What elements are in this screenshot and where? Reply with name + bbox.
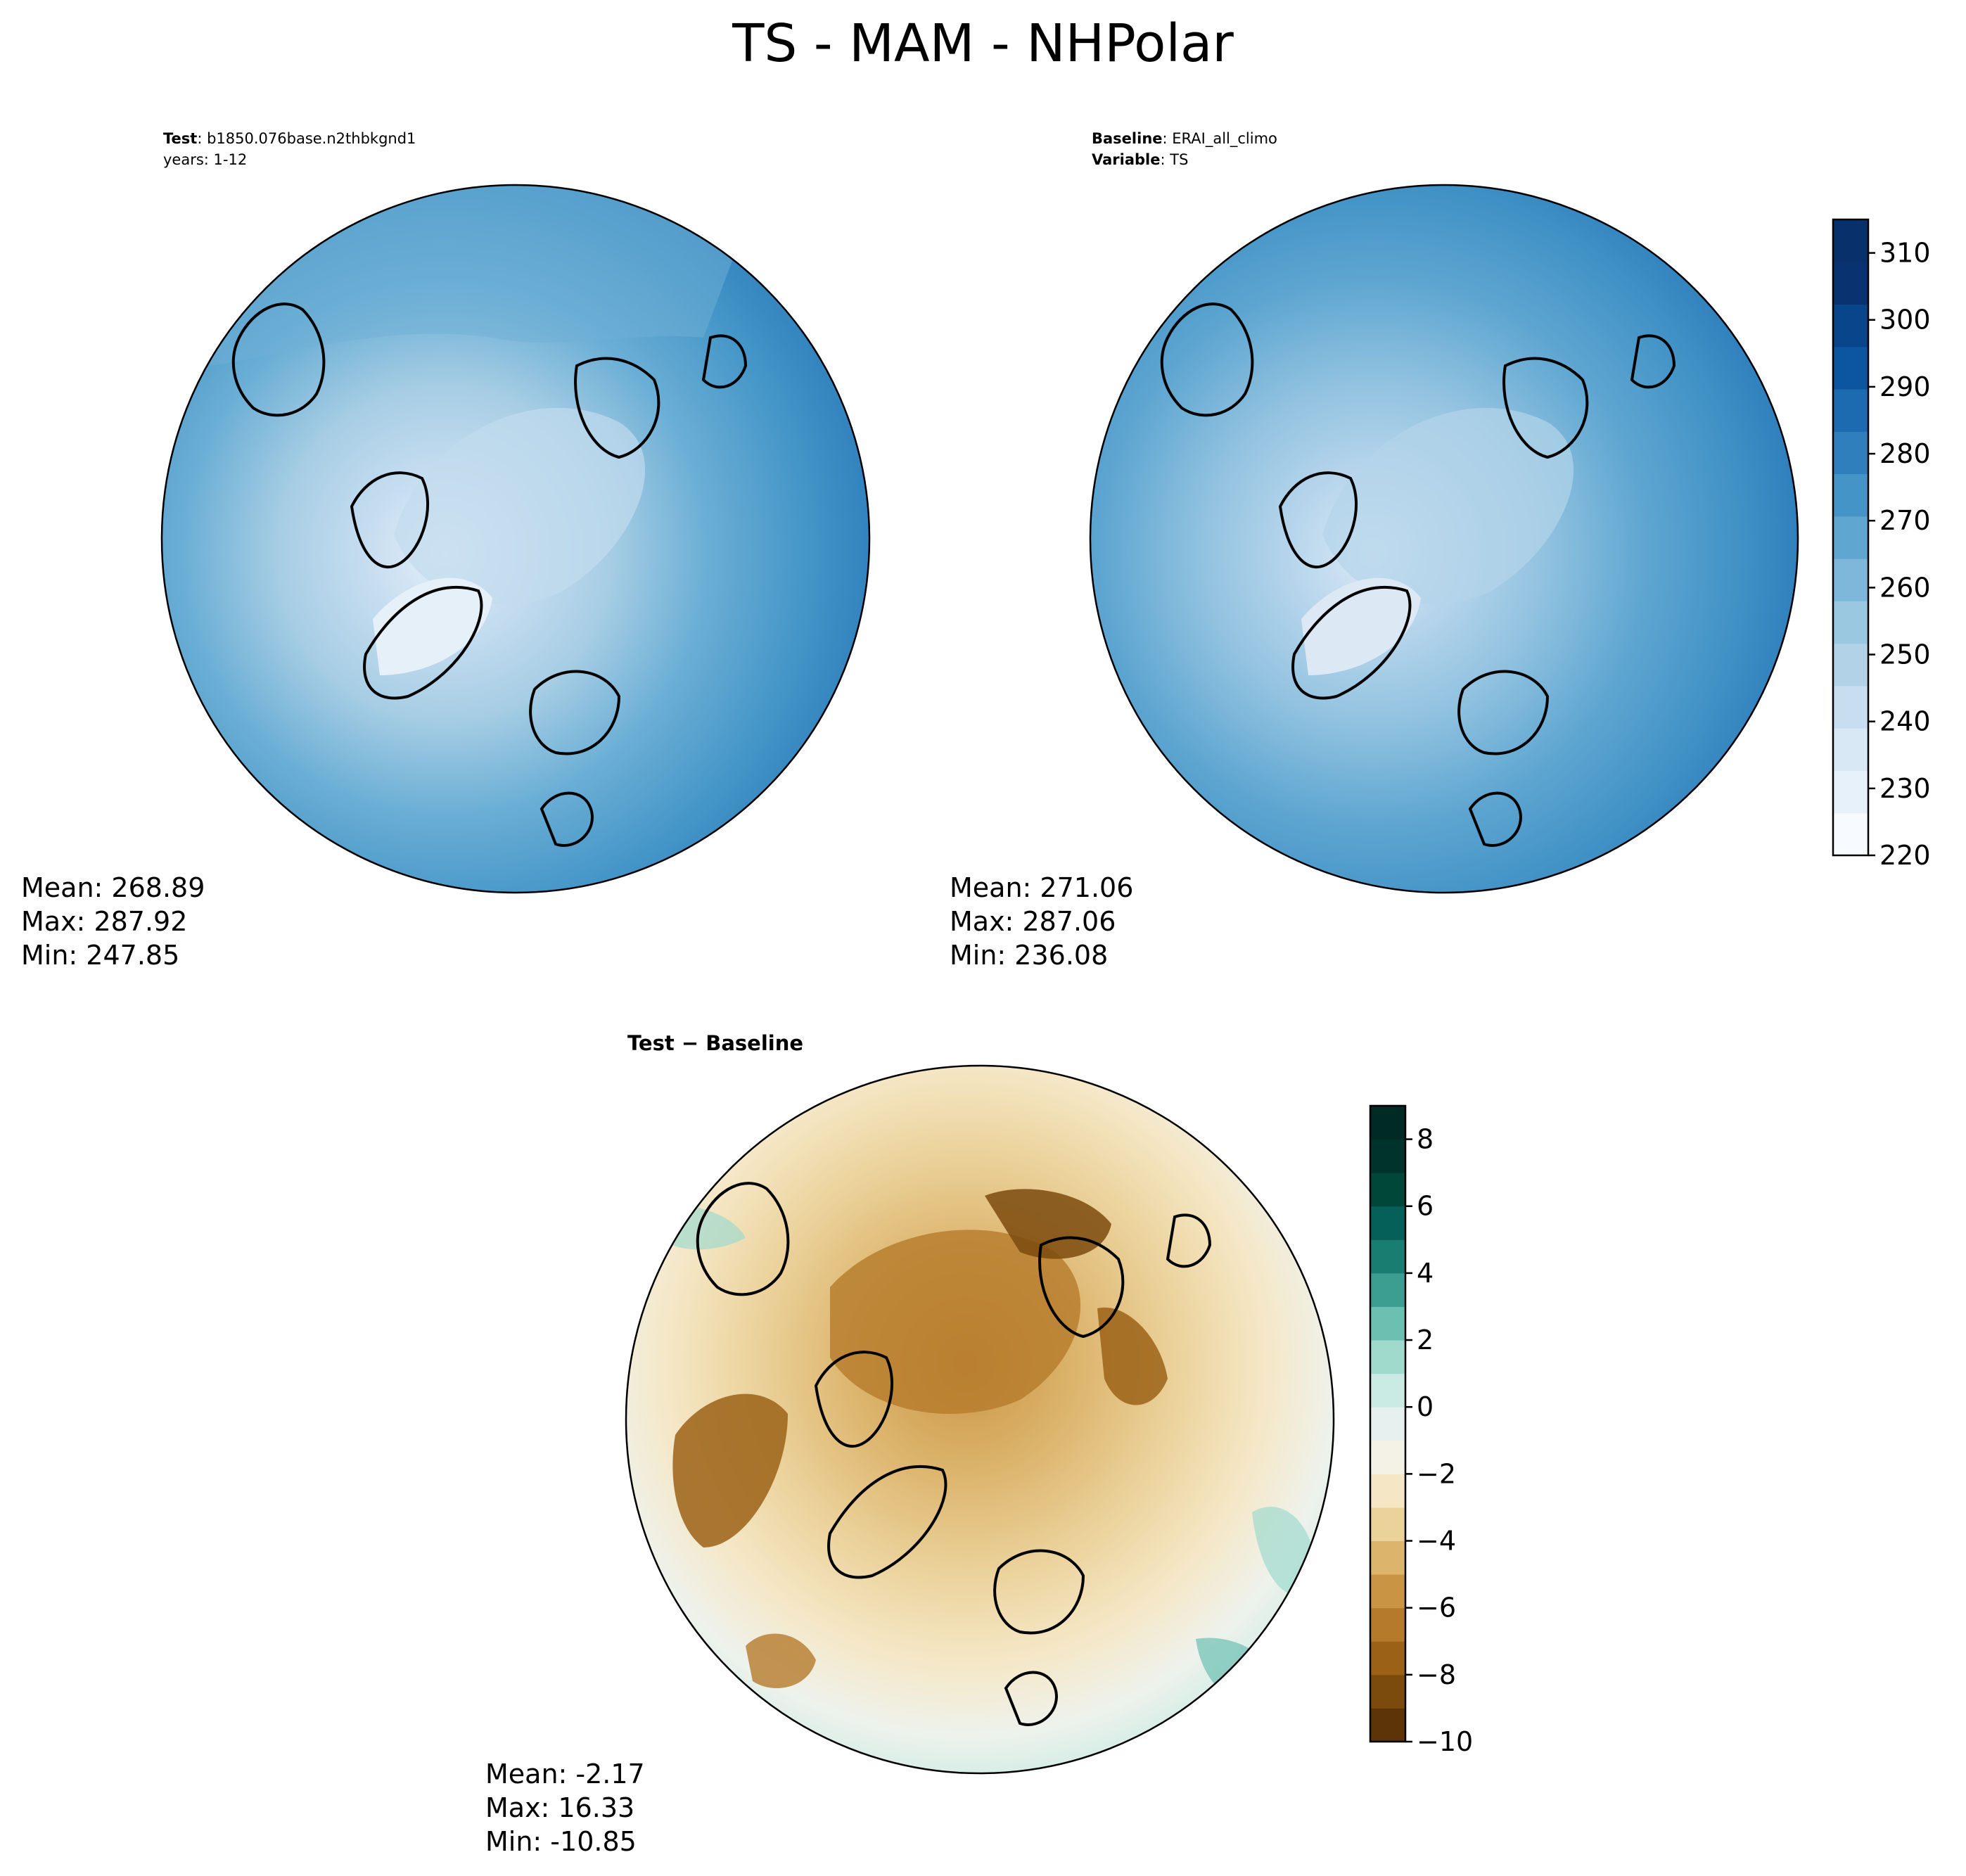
- colorbar-bottom-band: [1370, 1540, 1405, 1575]
- diff-stats: Mean: -2.17 Max: 16.33 Min: -10.85: [485, 1757, 645, 1858]
- diff-mean: Mean: -2.17: [485, 1759, 645, 1789]
- test-min: Min: 247.85: [21, 940, 180, 971]
- diff-title: Test − Baseline: [627, 1031, 804, 1055]
- colorbar-bottom-band: [1370, 1173, 1405, 1207]
- colorbar-top-tick-label: 240: [1879, 706, 1931, 737]
- test-map-border: [160, 184, 871, 894]
- colorbar-top-band: [1833, 770, 1868, 814]
- colorbar-top-tick-label: 310: [1879, 238, 1931, 269]
- baseline-label-key: Baseline: [1092, 130, 1163, 147]
- colorbar-bottom-tick-label: 2: [1417, 1325, 1434, 1355]
- colorbar-top: 220 230 240 250 260 270 280 290 300 310: [1832, 218, 1931, 871]
- test-mean: Mean: 268.89: [21, 872, 205, 903]
- colorbar-top-tick-label: 270: [1879, 505, 1931, 536]
- test-stats: Mean: 268.89 Max: 287.92 Min: 247.85: [21, 871, 205, 972]
- colorbar-top-band: [1833, 262, 1868, 305]
- colorbar-top-tick-label: 220: [1879, 840, 1931, 871]
- colorbar-bottom-band: [1370, 1708, 1405, 1742]
- colorbar-top-band: [1833, 219, 1868, 262]
- colorbar-bottom-band: [1370, 1306, 1405, 1341]
- colorbar-bottom-tick-label: 0: [1417, 1391, 1434, 1422]
- baseline-max: Max: 287.06: [950, 906, 1116, 937]
- colorbar-top-band: [1833, 431, 1868, 475]
- baseline-mean: Mean: 271.06: [950, 872, 1134, 903]
- diff-max: Max: 16.33: [485, 1792, 635, 1823]
- diff-min: Min: -10.85: [485, 1826, 637, 1857]
- colorbar-top-tick-label: 260: [1879, 572, 1931, 603]
- baseline-variable-value: TS: [1170, 151, 1189, 168]
- colorbar-top-band: [1833, 304, 1868, 347]
- colorbar-bottom-outline: [1369, 1104, 1407, 1743]
- colorbar-top-outline: [1832, 218, 1870, 857]
- test-years: years: 1-12: [163, 151, 248, 168]
- colorbar-top-band: [1833, 559, 1868, 601]
- colorbar-bottom-band: [1370, 1239, 1405, 1274]
- colorbar-top-band: [1833, 601, 1868, 644]
- baseline-label-value: ERAI_all_climo: [1172, 130, 1277, 147]
- colorbar-bottom-band: [1370, 1373, 1405, 1408]
- test-map: [162, 185, 869, 893]
- baseline-variable: Variable: TS: [1092, 151, 1189, 168]
- colorbar-bottom-band: [1370, 1340, 1405, 1374]
- colorbar-top-band: [1833, 473, 1868, 517]
- colorbar-top-tick-label: 300: [1879, 305, 1931, 336]
- diff-map-border: [625, 1064, 1335, 1775]
- colorbar-bottom-band: [1370, 1507, 1405, 1542]
- test-label-value: b1850.076base.n2thbkgnd1: [207, 130, 416, 147]
- colorbar-top-band: [1833, 812, 1868, 856]
- baseline-stats: Mean: 271.06 Max: 287.06 Min: 236.08: [950, 871, 1133, 972]
- test-label-key: Test: [163, 130, 198, 147]
- colorbar-bottom-band: [1370, 1407, 1405, 1441]
- colorbar-bottom-band: [1370, 1607, 1405, 1642]
- colorbar-bottom-band: [1370, 1139, 1405, 1173]
- colorbar-bottom-band: [1370, 1641, 1405, 1676]
- colorbar-bottom-tick-label: −2: [1417, 1458, 1456, 1489]
- baseline-map-border: [1089, 184, 1799, 894]
- colorbar-bottom-tick-label: −4: [1417, 1526, 1456, 1557]
- colorbar-top-band: [1833, 728, 1868, 771]
- baseline-min: Min: 236.08: [950, 940, 1109, 971]
- test-label: Test: b1850.076base.n2thbkgnd1: [163, 130, 416, 147]
- colorbar-bottom-tick-label: 4: [1417, 1258, 1434, 1289]
- colorbar-top-tick-label: 280: [1879, 438, 1931, 469]
- colorbar-bottom-tick-label: 8: [1417, 1124, 1434, 1155]
- figure-title: TS - MAM - NHPolar: [732, 13, 1234, 74]
- diff-map: [626, 1066, 1334, 1773]
- colorbar-bottom-band: [1370, 1106, 1405, 1140]
- baseline-label: Baseline: ERAI_all_climo: [1092, 130, 1277, 147]
- colorbar-bottom-tick-label: −6: [1417, 1593, 1456, 1623]
- colorbar-bottom-tick-label: −10: [1417, 1726, 1473, 1757]
- baseline-variable-key: Variable: [1092, 151, 1161, 168]
- colorbar-top-band: [1833, 643, 1868, 687]
- colorbar-bottom-band: [1370, 1474, 1405, 1508]
- colorbar-top-band: [1833, 516, 1868, 559]
- colorbar-top-tick-label: 290: [1879, 371, 1931, 402]
- colorbar-bottom-tick-label: 6: [1417, 1191, 1434, 1222]
- colorbar-top-band: [1833, 685, 1868, 729]
- colorbar-bottom-band: [1370, 1574, 1405, 1609]
- colorbar-bottom-band: [1370, 1440, 1405, 1474]
- baseline-map: [1090, 185, 1798, 893]
- colorbar-bottom: −10 −8 −6 −4 −2 0 2 4 6 8: [1369, 1104, 1473, 1757]
- colorbar-top-tick-label: 250: [1879, 639, 1931, 670]
- colorbar-bottom-tick-label: −8: [1417, 1659, 1456, 1690]
- colorbar-bottom-band: [1370, 1272, 1405, 1307]
- colorbar-bottom-band: [1370, 1674, 1405, 1709]
- colorbar-top-band: [1833, 346, 1868, 390]
- test-max: Max: 287.92: [21, 906, 188, 937]
- colorbar-top-band: [1833, 389, 1868, 432]
- colorbar-top-tick-label: 230: [1879, 773, 1931, 804]
- colorbar-bottom-band: [1370, 1206, 1405, 1240]
